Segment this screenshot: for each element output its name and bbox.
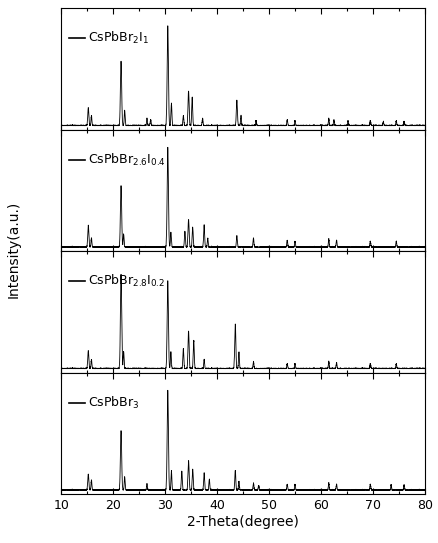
- Text: CsPbBr$_{2.8}$I$_{0.2}$: CsPbBr$_{2.8}$I$_{0.2}$: [88, 273, 165, 289]
- Text: CsPbBr$_{3}$: CsPbBr$_{3}$: [88, 394, 140, 411]
- Text: CsPbBr$_{2}$I$_{1}$: CsPbBr$_{2}$I$_{1}$: [88, 30, 149, 46]
- Text: 2-Theta(degree): 2-Theta(degree): [187, 515, 299, 529]
- Text: CsPbBr$_{2.6}$I$_{0.4}$: CsPbBr$_{2.6}$I$_{0.4}$: [88, 151, 166, 168]
- Text: Intensity(a.u.): Intensity(a.u.): [6, 201, 20, 299]
